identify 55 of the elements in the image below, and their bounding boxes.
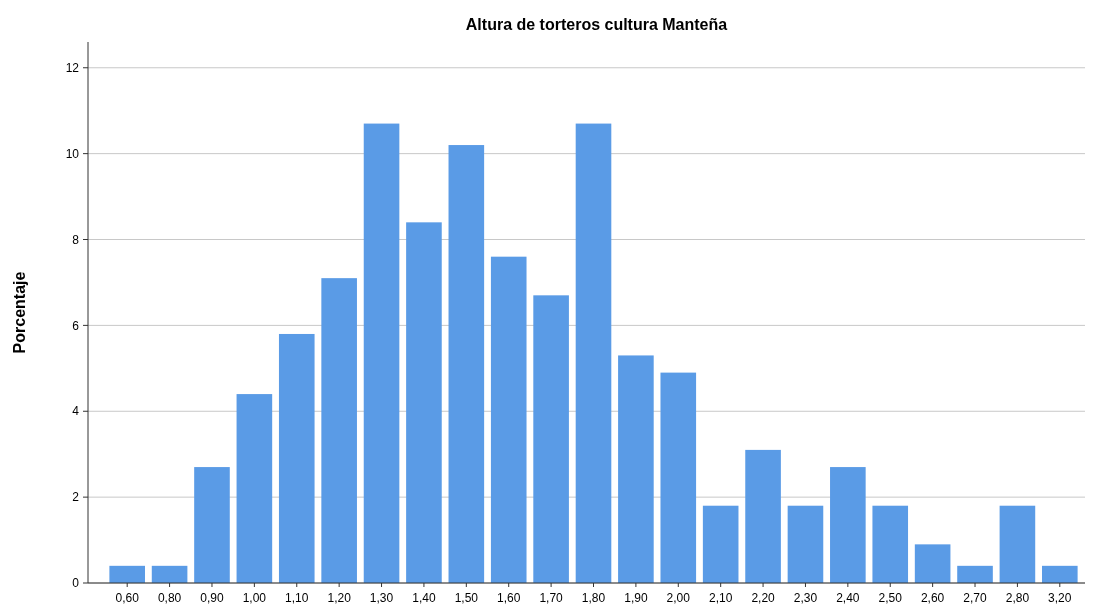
y-tick-label: 2 bbox=[72, 490, 80, 505]
bar bbox=[194, 467, 230, 583]
x-tick-label: 2,20 bbox=[751, 591, 776, 605]
bar bbox=[448, 145, 485, 583]
x-tick-label: 1,00 bbox=[242, 591, 267, 605]
bar bbox=[363, 123, 400, 583]
bar bbox=[914, 544, 951, 583]
x-tick-label: 2,70 bbox=[963, 591, 988, 605]
x-tick-label: 0,90 bbox=[200, 591, 224, 605]
y-tick-label: 4 bbox=[72, 404, 80, 419]
bar bbox=[490, 256, 527, 583]
y-tick-label: 12 bbox=[65, 60, 80, 75]
bar bbox=[787, 505, 824, 583]
x-tick-label: 1,90 bbox=[624, 591, 648, 605]
bar bbox=[278, 333, 315, 583]
x-tick-label: 1,30 bbox=[369, 591, 394, 605]
bar bbox=[745, 449, 781, 583]
x-tick-label: 1,80 bbox=[581, 591, 606, 605]
x-tick-label: 2,30 bbox=[793, 591, 818, 605]
x-tick-label: 2,10 bbox=[708, 591, 733, 605]
x-tick-label: 0,60 bbox=[115, 591, 140, 605]
x-tick-label: 2,60 bbox=[920, 591, 945, 605]
bar bbox=[236, 394, 273, 583]
y-tick-label: 8 bbox=[72, 232, 80, 247]
bar bbox=[533, 295, 569, 583]
x-tick-label: 1,20 bbox=[327, 591, 352, 605]
bar bbox=[618, 355, 654, 583]
y-tick-label: 10 bbox=[65, 146, 80, 161]
bar bbox=[830, 467, 866, 583]
chart-title: Altura de torteros cultura Manteña bbox=[465, 16, 728, 33]
bar bbox=[702, 505, 739, 583]
bar bbox=[660, 372, 697, 583]
bar bbox=[151, 565, 188, 583]
bar bbox=[406, 222, 442, 583]
x-tick-label: 2,50 bbox=[878, 591, 903, 605]
x-tick-label: 1,40 bbox=[412, 591, 436, 605]
x-tick-label: 1,60 bbox=[497, 591, 521, 605]
bar bbox=[575, 123, 612, 583]
x-tick-label: 2,80 bbox=[1005, 591, 1030, 605]
bar bbox=[109, 565, 145, 583]
x-tick-label: 2,40 bbox=[836, 591, 860, 605]
x-tick-label: 1,50 bbox=[454, 591, 479, 605]
x-tick-label: 2,00 bbox=[666, 591, 691, 605]
y-tick-label: 0 bbox=[72, 576, 80, 591]
bar bbox=[1042, 565, 1078, 583]
bar bbox=[321, 278, 357, 583]
bar bbox=[999, 505, 1036, 583]
y-tick-label: 6 bbox=[72, 318, 80, 333]
bar bbox=[872, 505, 909, 583]
x-tick-label: 1,10 bbox=[285, 591, 309, 605]
bar bbox=[957, 565, 993, 583]
x-tick-label: 3,20 bbox=[1048, 591, 1072, 605]
x-tick-label: 0,80 bbox=[157, 591, 182, 605]
y-axis-title: Porcentaje bbox=[11, 271, 28, 354]
x-tick-label: 1,70 bbox=[539, 591, 564, 605]
